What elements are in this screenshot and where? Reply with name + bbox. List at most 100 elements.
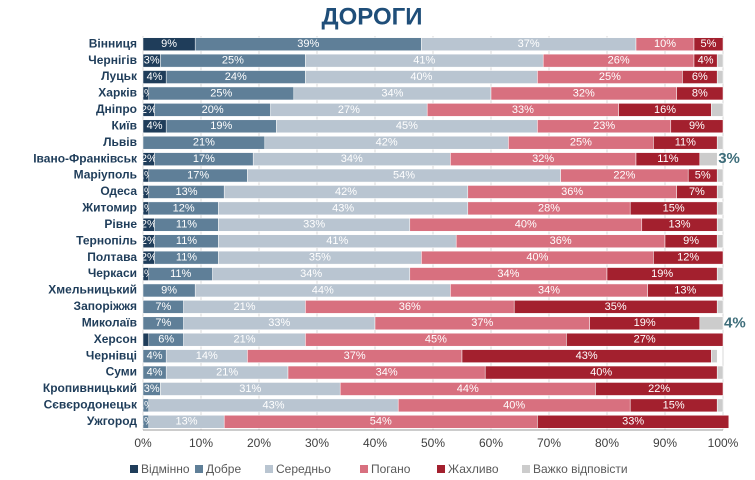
legend-label: Середньо xyxy=(276,462,331,476)
data-label: 10% xyxy=(654,38,676,50)
bar-segment xyxy=(142,332,150,347)
data-label: 33% xyxy=(303,219,325,231)
x-tick-label: 80% xyxy=(595,436,619,450)
x-tick-label: 10% xyxy=(189,436,213,450)
y-tick-label: Чернівці xyxy=(86,348,137,362)
data-label: 15% xyxy=(663,202,685,214)
bar-segment xyxy=(676,86,724,101)
y-tick-label: Львів xyxy=(103,135,137,149)
data-label: 40% xyxy=(503,399,525,411)
bar-segment xyxy=(693,37,724,51)
data-label: 20% xyxy=(202,104,224,116)
data-label: 36% xyxy=(561,186,583,198)
data-label: 17% xyxy=(187,169,209,181)
data-label: 9% xyxy=(683,235,699,247)
data-label: 25% xyxy=(570,137,592,149)
data-label: 12% xyxy=(173,202,195,214)
data-label: 43% xyxy=(332,202,354,214)
data-label: 17% xyxy=(193,153,215,165)
y-tick-label: Харків xyxy=(98,86,137,100)
data-label: 45% xyxy=(396,120,418,132)
legend-swatch xyxy=(130,465,138,473)
data-label: 2% xyxy=(141,252,157,264)
x-tick-label: 0% xyxy=(134,436,152,450)
data-label: 13% xyxy=(668,219,690,231)
data-label: 2% xyxy=(141,235,157,247)
chart-title: ДОРОГИ xyxy=(322,3,423,30)
data-label: 32% xyxy=(532,153,554,165)
data-label: 25% xyxy=(222,55,244,67)
data-label: 32% xyxy=(573,87,595,99)
y-tick-label: Вінниця xyxy=(89,36,137,50)
data-label: 34% xyxy=(341,153,363,165)
x-tick-label: 40% xyxy=(363,436,387,450)
bar-segment xyxy=(716,201,724,216)
data-label: 2% xyxy=(141,219,157,231)
data-label: 2% xyxy=(141,104,157,116)
data-label: 19% xyxy=(634,317,656,329)
data-label: 4% xyxy=(724,314,746,331)
legend-label: Відмінно xyxy=(141,462,190,476)
y-tick-label: Одеса xyxy=(100,184,137,198)
data-label: 34% xyxy=(538,284,560,296)
data-label: 21% xyxy=(233,301,255,313)
y-tick-label: Полтава xyxy=(87,250,137,264)
x-tick-label: 70% xyxy=(537,436,561,450)
data-label: 5% xyxy=(701,38,717,50)
data-label: 54% xyxy=(393,169,415,181)
data-label: 9% xyxy=(689,120,705,132)
data-label: 44% xyxy=(312,284,334,296)
legend-label: Погано xyxy=(371,462,411,476)
data-label: 41% xyxy=(326,235,348,247)
legend-swatch xyxy=(522,465,530,473)
legend-label: Важко відповісти xyxy=(533,462,628,476)
data-label: 14% xyxy=(196,350,218,362)
data-label: 40% xyxy=(526,252,548,264)
data-label: 3% xyxy=(718,150,740,167)
y-tick-label: Івано-Франківськ xyxy=(33,151,138,165)
legend-swatch xyxy=(437,465,445,473)
data-label: 6% xyxy=(692,71,708,83)
data-label: 33% xyxy=(268,317,290,329)
y-tick-label: Дніпро xyxy=(96,102,137,116)
data-label: 22% xyxy=(648,383,670,395)
data-label: 5% xyxy=(695,169,711,181)
data-label: 27% xyxy=(338,104,360,116)
data-label: 19% xyxy=(651,268,673,280)
bar-segment xyxy=(699,152,718,166)
x-tick-label: 20% xyxy=(247,436,271,450)
data-label: 8% xyxy=(692,87,708,99)
data-label: 44% xyxy=(457,383,479,395)
data-label: 2% xyxy=(141,153,157,165)
bar-segment xyxy=(566,332,724,347)
bar-segment xyxy=(716,365,724,380)
x-tick-label: 30% xyxy=(305,436,329,450)
data-label: 21% xyxy=(193,137,215,149)
data-label: 15% xyxy=(663,399,685,411)
data-label: 37% xyxy=(471,317,493,329)
data-label: 19% xyxy=(210,120,232,132)
data-label: 36% xyxy=(399,301,421,313)
y-tick-label: Тернопіль xyxy=(76,233,137,247)
y-tick-label: Чернігів xyxy=(88,53,137,67)
data-label: 40% xyxy=(515,219,537,231)
bar-segment xyxy=(653,250,724,265)
data-label: 41% xyxy=(413,55,435,67)
data-label: 11% xyxy=(170,268,191,280)
data-label: 9% xyxy=(161,284,177,296)
bar-segment xyxy=(699,316,724,331)
data-label: 9% xyxy=(161,38,177,50)
data-label: 21% xyxy=(216,366,238,378)
bar-segment xyxy=(716,267,724,281)
y-tick-label: Запоріжжя xyxy=(74,299,137,313)
data-label: 35% xyxy=(309,252,331,264)
data-label: 12% xyxy=(677,252,699,264)
data-label: 11% xyxy=(176,219,197,231)
data-label: 4% xyxy=(698,55,714,67)
data-label: 43% xyxy=(576,350,598,362)
y-tick-label: Суми xyxy=(106,365,137,379)
data-label: 40% xyxy=(410,71,432,83)
bar-segment xyxy=(716,234,724,248)
y-tick-label: Ужгород xyxy=(87,414,137,428)
